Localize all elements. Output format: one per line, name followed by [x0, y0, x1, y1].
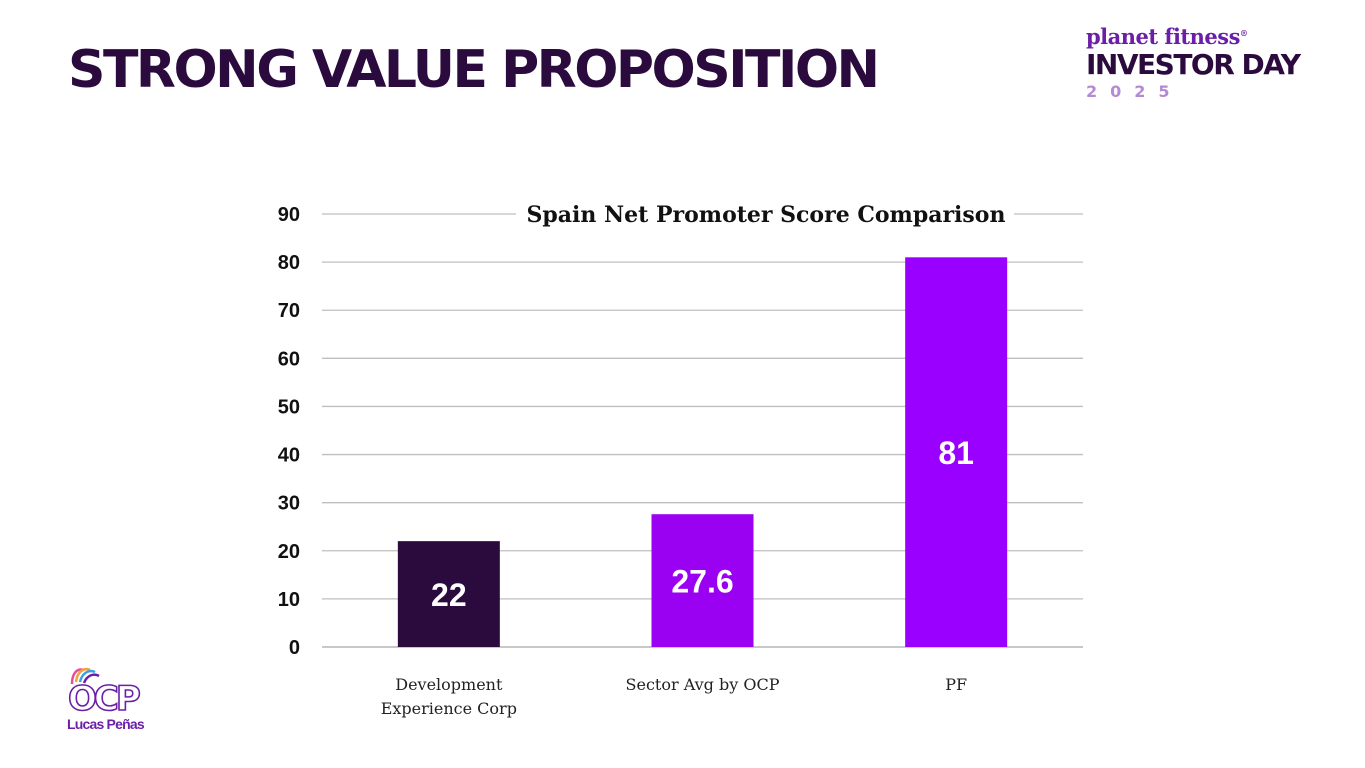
x-category-label: Sector Avg by OCP [626, 675, 780, 694]
y-tick-label: 70 [278, 300, 300, 322]
y-tick-label: 40 [278, 445, 300, 467]
logo-event: INVESTOR DAY [1086, 48, 1301, 81]
bar [905, 257, 1008, 647]
y-tick-label: 60 [278, 348, 300, 370]
bar [651, 514, 754, 647]
ocp-logo: OCP [67, 667, 144, 720]
bar [397, 541, 500, 647]
x-category-label: Experience Corp [381, 699, 517, 718]
logo-year: 2025 [1086, 82, 1183, 101]
y-tick-label: 50 [278, 396, 300, 418]
bar-data-label: 27.6 [671, 564, 733, 600]
x-category-label: PF [945, 675, 967, 694]
y-tick-label: 0 [289, 637, 300, 659]
ocp-logo-name: Lucas Peñas [67, 716, 145, 732]
bar-data-label: 22 [431, 577, 467, 613]
chart-title-background [516, 198, 1014, 230]
y-tick-label: 20 [278, 541, 300, 563]
ocp-mark: OCP [68, 679, 140, 719]
page-title: STRONG VALUE PROPOSITION [68, 40, 880, 100]
y-tick-label: 80 [278, 252, 300, 274]
y-tick-label: 90 [278, 204, 300, 226]
y-tick-label: 30 [278, 493, 300, 515]
chart-title: Spain Net Promoter Score Comparison [527, 202, 1006, 228]
planet-fitness-investor-day-logo: planet fitness® INVESTOR DAY 2025 [1086, 20, 1346, 102]
x-category-label: Development [395, 675, 503, 694]
logo-brand: planet fitness® [1086, 24, 1248, 49]
bar-data-label: 81 [938, 435, 974, 471]
y-tick-label: 10 [278, 589, 300, 611]
